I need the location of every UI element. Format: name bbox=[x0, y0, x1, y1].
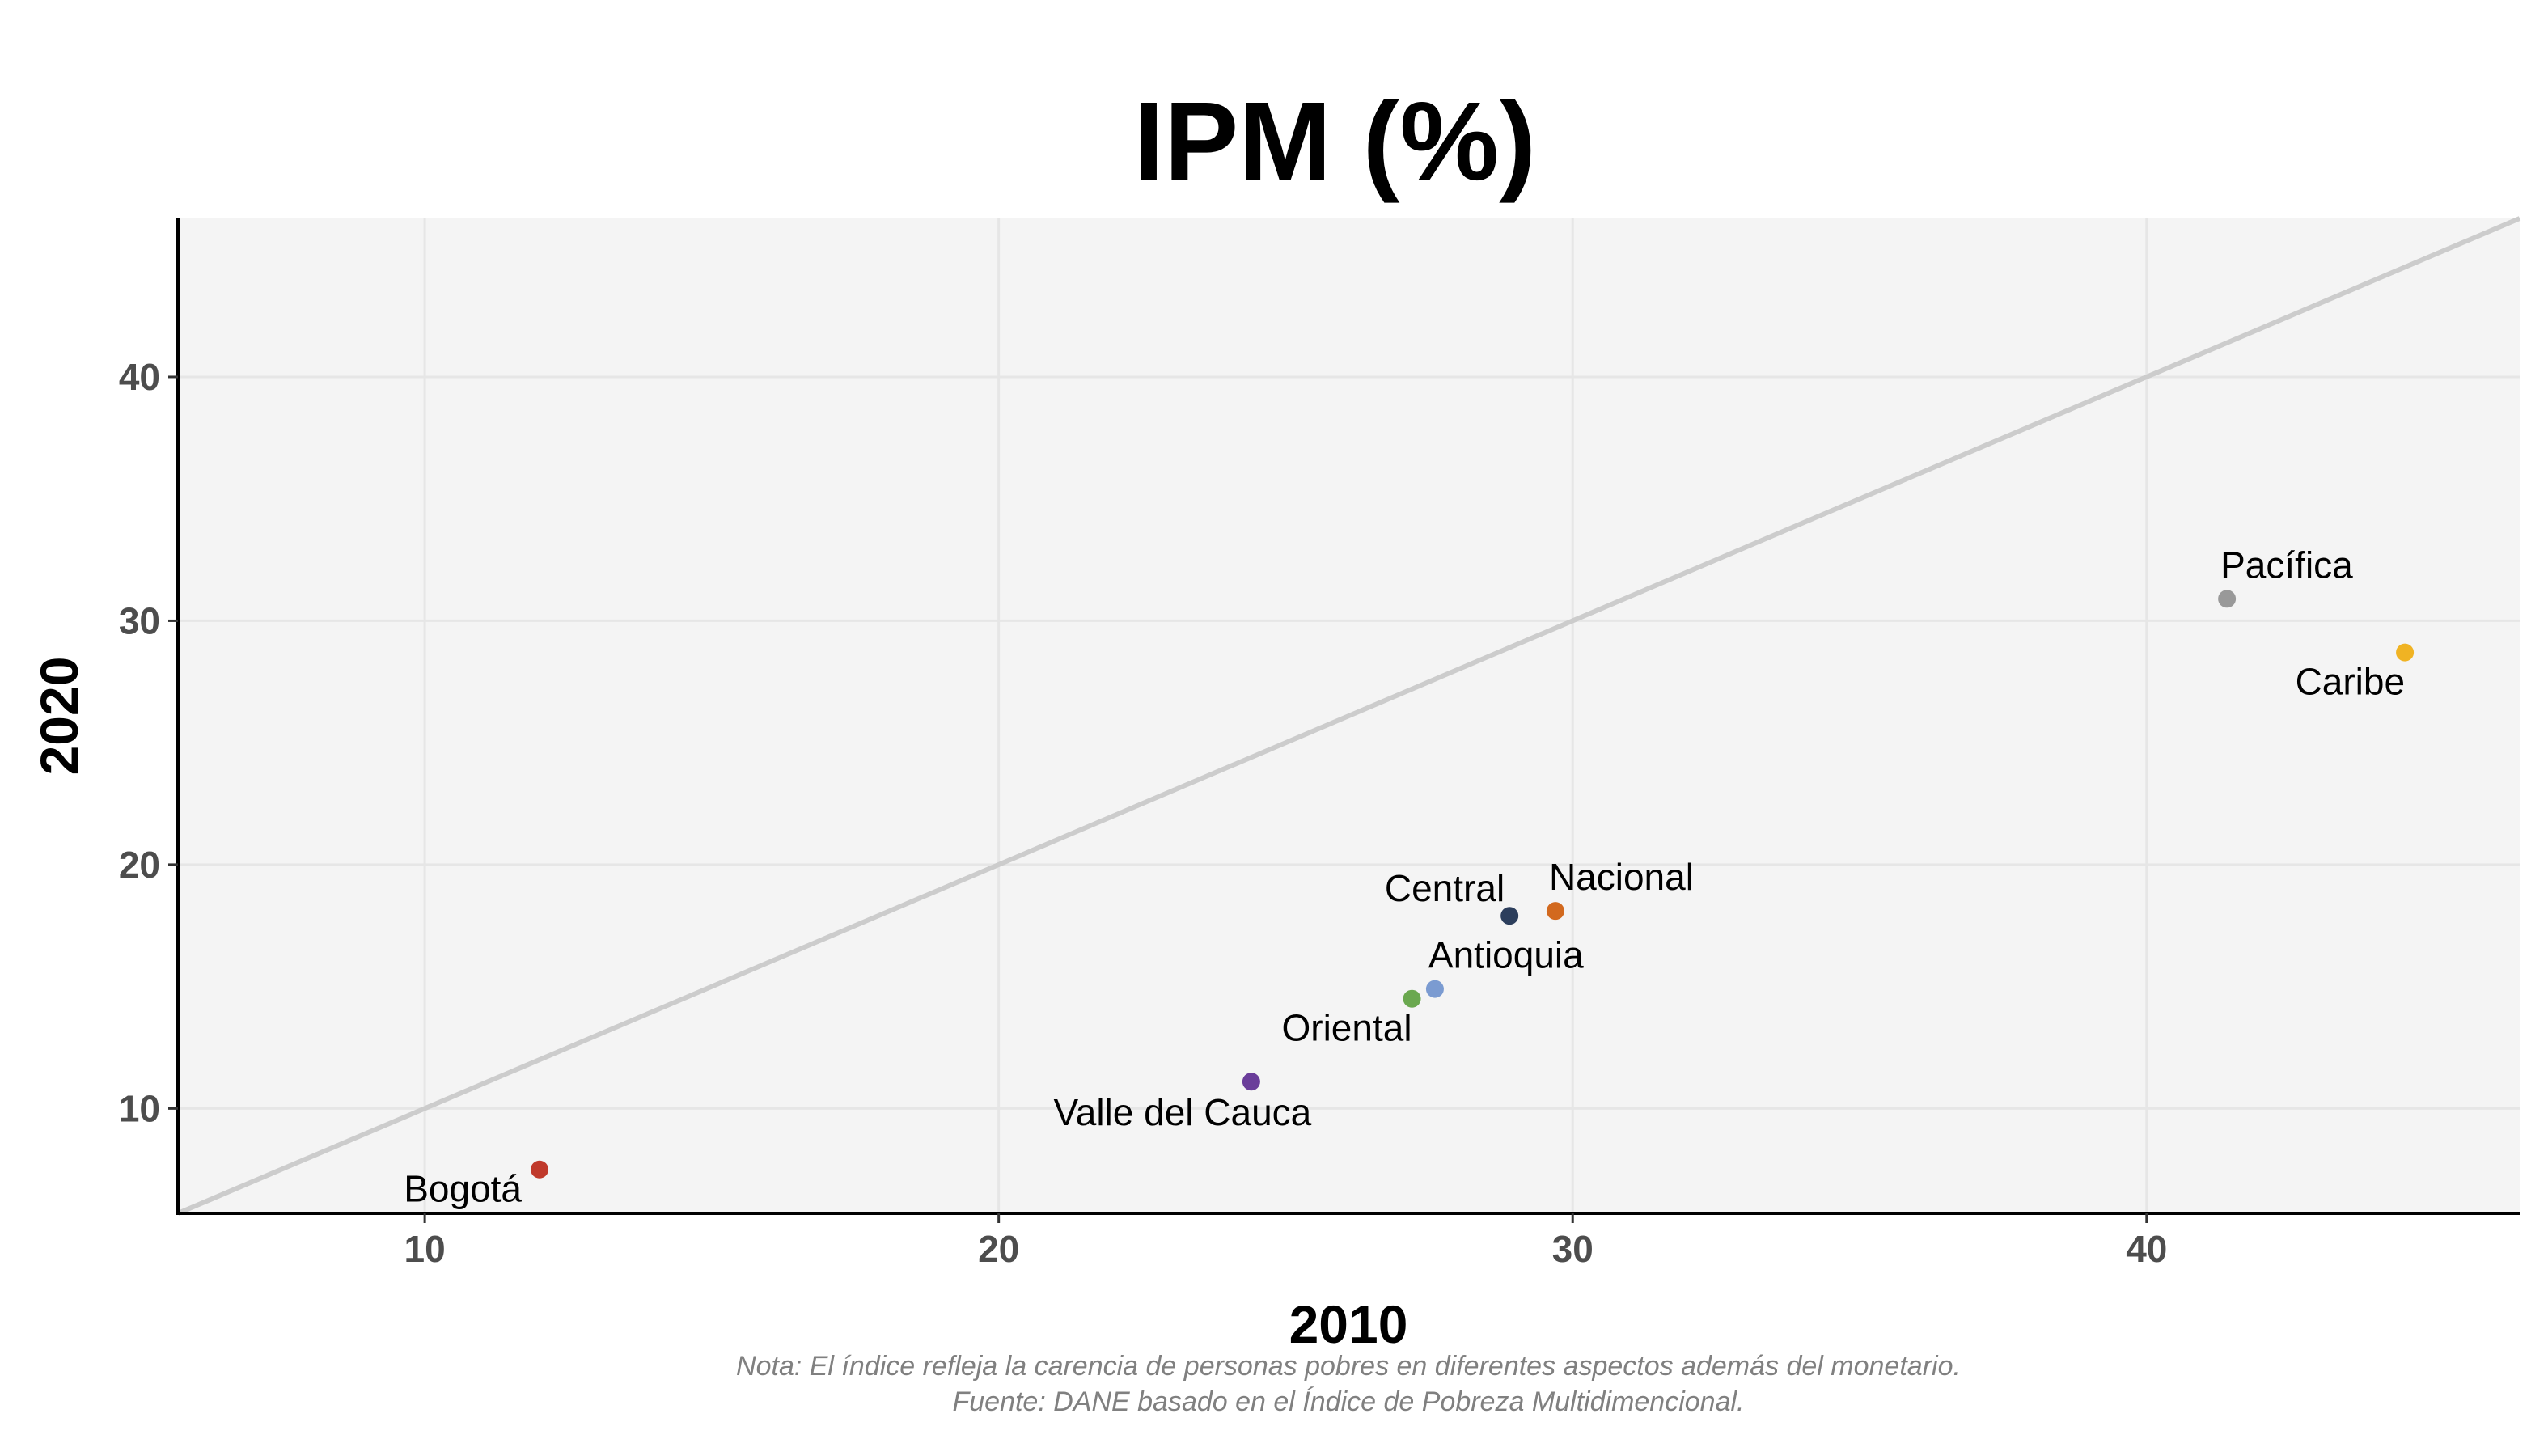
data-point-label: Valle del Cauca bbox=[1053, 1091, 1311, 1133]
data-point bbox=[2396, 643, 2415, 662]
data-point bbox=[1425, 980, 1444, 998]
chart-title: IPM (%) bbox=[1133, 79, 1536, 204]
y-tick-label: 30 bbox=[119, 599, 160, 641]
data-point bbox=[2218, 590, 2237, 608]
x-axis-title: 2010 bbox=[1289, 1294, 1408, 1354]
data-point-label: Pacífica bbox=[2220, 544, 2353, 586]
reference-line-group bbox=[176, 216, 2521, 1216]
y-tick-label: 40 bbox=[119, 356, 160, 398]
chart-note: Nota: El índice refleja la carencia de p… bbox=[736, 1351, 1961, 1382]
x-tick-label: 40 bbox=[2126, 1228, 2167, 1270]
x-tick-label: 20 bbox=[978, 1228, 1019, 1270]
data-point-label: Nacional bbox=[1549, 856, 1694, 898]
y-axis-title: 2020 bbox=[29, 657, 89, 776]
data-point-labels: Bogotá Valle del Cauca Oriental Antioquia Ce… bbox=[404, 544, 2405, 1209]
data-point bbox=[1242, 1073, 1260, 1091]
data-point-label: Antioquia bbox=[1428, 934, 1584, 976]
x-tick-label: 30 bbox=[1552, 1228, 1594, 1270]
chart-source: Fuente: DANE basado en el Índice de Pobr… bbox=[952, 1386, 1744, 1417]
y-tick-label: 20 bbox=[119, 844, 160, 886]
data-point bbox=[531, 1160, 549, 1179]
y-tick-label: 10 bbox=[119, 1087, 160, 1129]
data-point-label: Oriental bbox=[1281, 1007, 1412, 1049]
data-point bbox=[1500, 907, 1519, 925]
data-point bbox=[1403, 989, 1421, 1008]
data-point-label: Bogotá bbox=[404, 1168, 522, 1210]
data-points bbox=[531, 590, 2415, 1179]
x-tick-label: 10 bbox=[404, 1228, 446, 1270]
x-axis-ticks: 10 20 30 40 bbox=[404, 1213, 2167, 1270]
reference-line bbox=[176, 216, 2521, 1216]
data-point bbox=[1546, 902, 1564, 921]
y-axis-ticks: 10 20 30 40 bbox=[119, 356, 178, 1129]
data-point-label: Caribe bbox=[2296, 661, 2406, 703]
data-point-label: Central bbox=[1385, 867, 1505, 909]
grid-lines bbox=[178, 218, 2520, 1213]
